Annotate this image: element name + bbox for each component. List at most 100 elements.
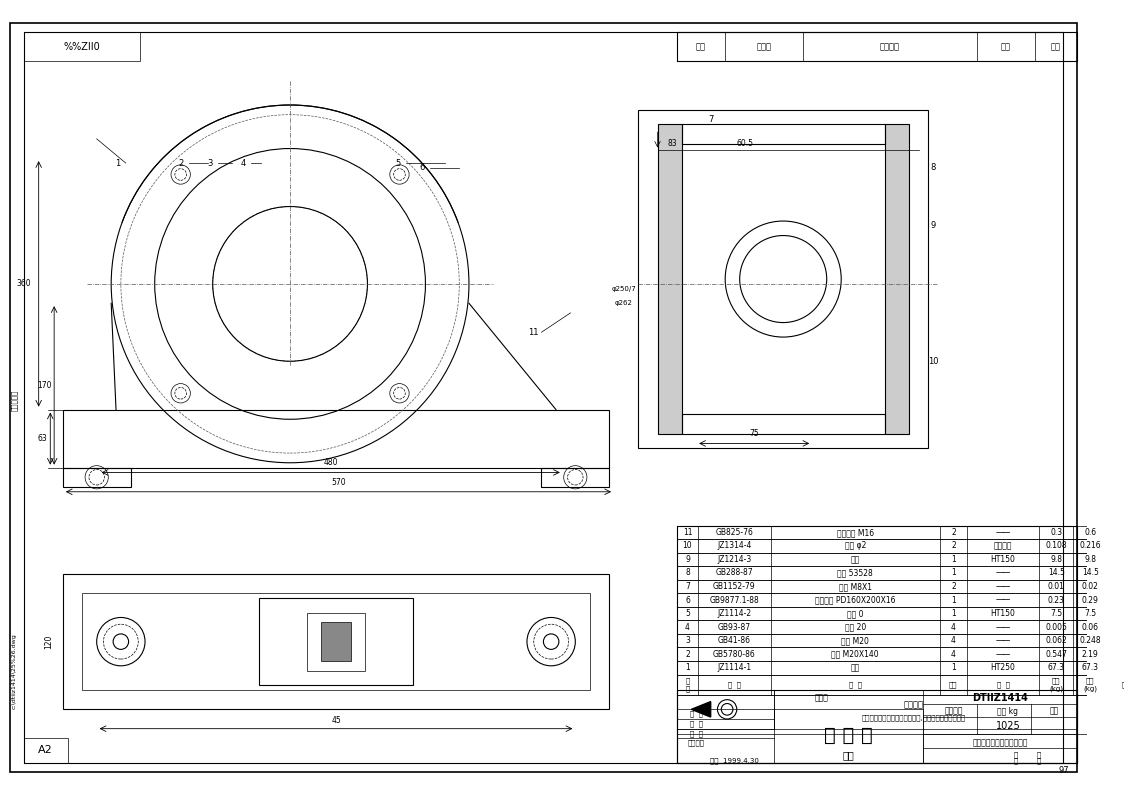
- Text: 4: 4: [951, 650, 955, 659]
- Text: 重量 kg: 重量 kg: [997, 707, 1018, 716]
- Text: 吊环螺钉 M16: 吊环螺钉 M16: [836, 528, 873, 537]
- Text: 170: 170: [37, 381, 52, 390]
- Text: 部件: 部件: [843, 750, 854, 760]
- Text: GB5780-86: GB5780-86: [713, 650, 755, 659]
- Bar: [677, 539, 1124, 553]
- Text: ——: ——: [996, 622, 1010, 632]
- Text: DTIIZ1414: DTIIZ1414: [972, 692, 1028, 703]
- Text: 闷盖: 闷盖: [851, 555, 860, 564]
- Bar: [677, 634, 1124, 647]
- Text: 0.062: 0.062: [1045, 636, 1067, 646]
- Text: 2: 2: [951, 582, 955, 591]
- Text: GB9877.1-88: GB9877.1-88: [709, 595, 759, 604]
- Bar: [638, 110, 928, 448]
- Text: A2: A2: [38, 745, 53, 755]
- Text: 7: 7: [685, 582, 690, 591]
- Text: 比例: 比例: [1050, 707, 1059, 716]
- Text: 9: 9: [685, 555, 690, 564]
- Text: 120: 120: [44, 634, 53, 649]
- Text: HT150: HT150: [990, 555, 1016, 564]
- Text: 480: 480: [324, 458, 338, 467]
- Text: 1: 1: [951, 595, 955, 604]
- Text: 4: 4: [241, 158, 246, 168]
- Text: 4: 4: [951, 622, 955, 632]
- Text: 0.06: 0.06: [1081, 622, 1098, 632]
- Text: 8: 8: [931, 163, 936, 173]
- Text: %%ZII0: %%ZII0: [64, 42, 100, 52]
- Text: φ262: φ262: [615, 301, 633, 306]
- Bar: [681, 124, 885, 144]
- Text: 透盖 0: 透盖 0: [847, 609, 863, 618]
- Bar: [658, 124, 681, 434]
- Bar: [677, 620, 1124, 634]
- Text: 油杯 M8X1: 油杯 M8X1: [839, 582, 872, 591]
- Text: 名  称: 名 称: [849, 681, 862, 688]
- Text: JZ1114-2: JZ1114-2: [717, 609, 752, 618]
- Text: 日期  1999.4.30: 日期 1999.4.30: [710, 758, 760, 764]
- Text: 6: 6: [685, 595, 690, 604]
- Polygon shape: [691, 702, 710, 717]
- Text: 2: 2: [951, 541, 955, 550]
- Text: 数量: 数量: [949, 681, 958, 688]
- Text: 1: 1: [951, 555, 955, 564]
- Text: 轴 承 座: 轴 承 座: [824, 726, 873, 745]
- Text: 7.5: 7.5: [1050, 609, 1062, 618]
- Text: 图号标记: 图号标记: [945, 707, 963, 716]
- Text: 备  注: 备 注: [1123, 681, 1124, 688]
- Text: 1: 1: [951, 663, 955, 673]
- Bar: [677, 525, 1124, 539]
- Bar: [885, 124, 909, 434]
- Text: 2: 2: [951, 528, 955, 537]
- Text: JZ1114-1: JZ1114-1: [717, 663, 752, 673]
- Text: 0.108: 0.108: [1045, 541, 1067, 550]
- Text: 共: 共: [1014, 751, 1017, 758]
- Text: 图纸文件名: 图纸文件名: [11, 390, 18, 410]
- Text: 设  计: 设 计: [690, 711, 702, 717]
- Text: 1025: 1025: [996, 721, 1021, 731]
- Text: c:\dtiiz1414\25%26.dwg: c:\dtiiz1414\25%26.dwg: [12, 633, 17, 708]
- Bar: [677, 553, 1124, 566]
- Text: 页: 页: [1036, 751, 1041, 758]
- Text: 总重
(kg): 总重 (kg): [1084, 677, 1097, 692]
- Text: GB1152-79: GB1152-79: [713, 582, 755, 591]
- Text: 10: 10: [682, 541, 692, 550]
- Text: 螺栓 M20X140: 螺栓 M20X140: [832, 650, 879, 659]
- Bar: [321, 622, 351, 661]
- Text: 湘潭华宇输送机械有限公司: 湘潭华宇输送机械有限公司: [972, 739, 1028, 747]
- Text: ——: ——: [996, 636, 1010, 646]
- Text: ——: ——: [996, 568, 1010, 577]
- Bar: [924, 690, 1077, 762]
- Text: φ250/7: φ250/7: [611, 285, 636, 292]
- Text: 0.216: 0.216: [1079, 541, 1102, 550]
- Bar: [677, 661, 1124, 674]
- Text: 制图批准: 制图批准: [688, 740, 705, 747]
- Text: 垫圈 20: 垫圈 20: [844, 622, 865, 632]
- Text: 材  料: 材 料: [997, 681, 1009, 688]
- Text: 14.5: 14.5: [1081, 568, 1098, 577]
- Bar: [63, 467, 130, 487]
- Text: 8: 8: [686, 568, 690, 577]
- Bar: [677, 690, 1077, 762]
- Text: 7.5: 7.5: [1085, 609, 1096, 618]
- Bar: [307, 613, 365, 671]
- Text: 技术要求: 技术要求: [904, 700, 924, 709]
- Text: ——: ——: [996, 650, 1010, 659]
- Bar: [25, 33, 140, 61]
- Text: 第: 第: [1014, 758, 1017, 764]
- Text: 标记: 标记: [696, 42, 706, 52]
- Bar: [63, 409, 609, 467]
- Bar: [677, 33, 1077, 61]
- Text: 67.3: 67.3: [1081, 663, 1098, 673]
- Text: 2.19: 2.19: [1081, 650, 1098, 659]
- Text: GB288-87: GB288-87: [716, 568, 753, 577]
- Bar: [63, 574, 609, 709]
- Text: 67.3: 67.3: [1048, 663, 1064, 673]
- Text: 4: 4: [951, 636, 955, 646]
- Text: 骨架油封 PD160X200X16: 骨架油封 PD160X200X16: [815, 595, 896, 604]
- Text: 60.5: 60.5: [736, 139, 753, 148]
- Text: 45: 45: [332, 716, 341, 725]
- Text: 审  查: 审 查: [690, 730, 702, 737]
- Text: 轴承: 轴承: [851, 663, 860, 673]
- Text: 14.5: 14.5: [1048, 568, 1064, 577]
- Text: 0.01: 0.01: [1048, 582, 1064, 591]
